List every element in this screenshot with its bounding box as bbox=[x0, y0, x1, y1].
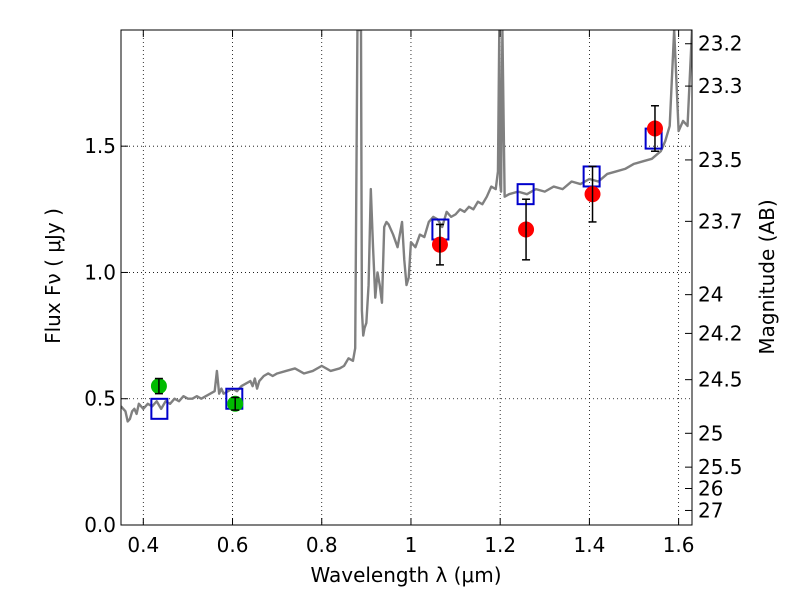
x-tick-label: 1.4 bbox=[573, 533, 605, 557]
magnitude-tick-label: 24.5 bbox=[698, 368, 743, 392]
magnitude-tick-label: 26 bbox=[698, 476, 723, 500]
tick-labels: 0.4 0.6 0.8 1 1.2 1.4 1.6 0.0 0.5 1.0 1.5 23.2 23.3 2… bbox=[84, 32, 742, 557]
x-axis-title: Wavelength λ (μm) bbox=[310, 563, 501, 587]
magnitude-tick-label: 25 bbox=[698, 421, 723, 445]
magnitude-axis-title: Magnitude (AB) bbox=[755, 199, 779, 354]
x-tick-label: 1.6 bbox=[663, 533, 695, 557]
magnitude-tick-label: 23.3 bbox=[698, 74, 743, 98]
magnitude-tick-label: 23.7 bbox=[698, 209, 743, 233]
y-tick-label: 1.5 bbox=[84, 134, 116, 158]
x-tick-label: 0.4 bbox=[127, 533, 159, 557]
marker-layer bbox=[150, 105, 663, 420]
axis-ticks bbox=[121, 30, 692, 526]
magnitude-tick-label: 24.2 bbox=[698, 321, 743, 345]
magnitude-tick-label: 23.5 bbox=[698, 148, 743, 172]
y-axis-title: Flux Fν ( μJy ) bbox=[41, 208, 65, 344]
x-tick-label: 1 bbox=[405, 533, 418, 557]
x-tick-label: 0.6 bbox=[217, 533, 249, 557]
model-photometry-square bbox=[150, 397, 169, 420]
x-tick-label: 0.8 bbox=[306, 533, 338, 557]
magnitude-tick-label: 23.2 bbox=[698, 32, 743, 56]
magnitude-tick-label: 27 bbox=[698, 498, 723, 522]
x-tick-label: 1.2 bbox=[484, 533, 516, 557]
grid bbox=[121, 30, 692, 525]
y-tick-label: 0.0 bbox=[84, 513, 116, 537]
magnitude-tick-label: 24 bbox=[698, 283, 723, 307]
y-tick-label: 1.0 bbox=[84, 260, 116, 284]
y-tick-label: 0.5 bbox=[84, 387, 116, 411]
plot-frame bbox=[120, 29, 693, 526]
magnitude-tick-label: 25.5 bbox=[698, 455, 743, 479]
